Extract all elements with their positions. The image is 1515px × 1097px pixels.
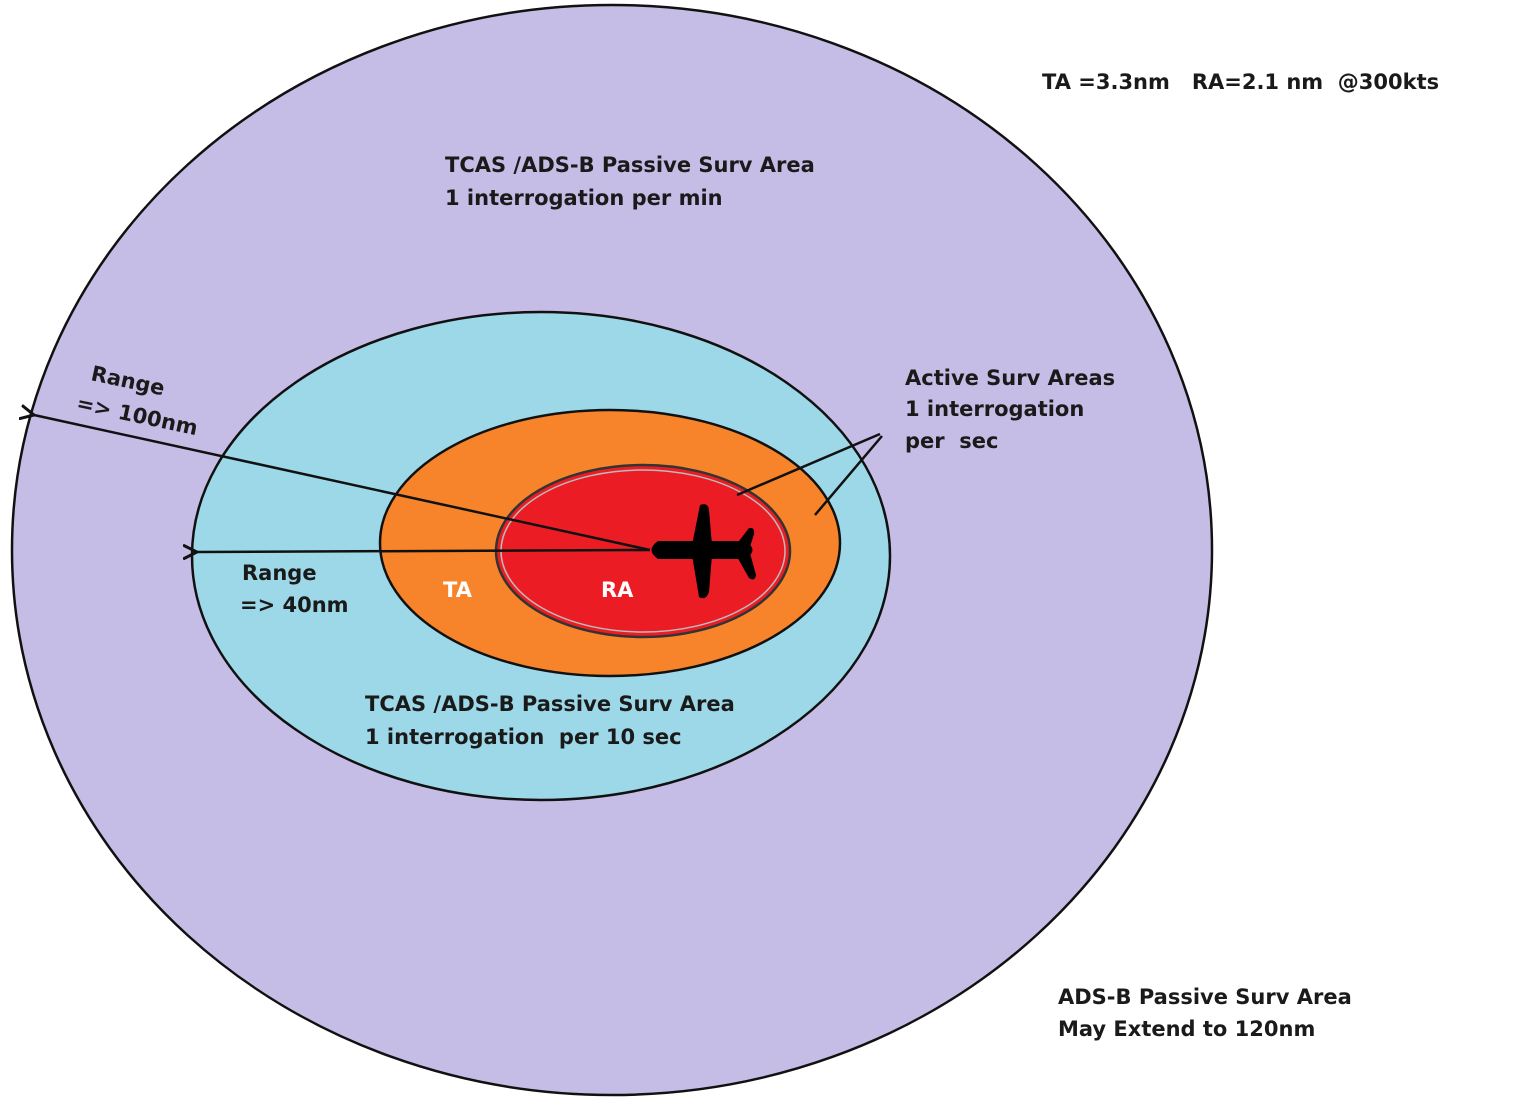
zone-text: May Extend to 120nm xyxy=(1058,1017,1315,1041)
zone-text: TCAS /ADS-B Passive Surv Area xyxy=(445,153,815,177)
zone-label: RA xyxy=(601,578,634,602)
zone-text: TCAS /ADS-B Passive Surv Area xyxy=(365,692,735,716)
zone-text: 1 interrogation per min xyxy=(445,186,723,210)
range-arrow-outer xyxy=(34,415,651,552)
header-note: TA =3.3nm RA=2.1 nm @300kts xyxy=(1042,70,1439,94)
leader-line xyxy=(736,432,881,497)
zone-text: Active Surv Areas xyxy=(905,366,1115,390)
aircraft-icon xyxy=(651,504,756,599)
range-text: => 40nm xyxy=(240,593,349,617)
range-arrow-inner xyxy=(197,550,651,552)
zone-text: per sec xyxy=(905,429,998,453)
range-text: Range xyxy=(242,561,317,585)
leader-line xyxy=(814,435,883,516)
zone-text: 1 interrogation per 10 sec xyxy=(365,725,682,749)
zone-text: 1 interrogation xyxy=(905,397,1084,421)
zone-text: ADS-B Passive Surv Area xyxy=(1058,985,1352,1009)
zone-label: TA xyxy=(443,578,473,602)
